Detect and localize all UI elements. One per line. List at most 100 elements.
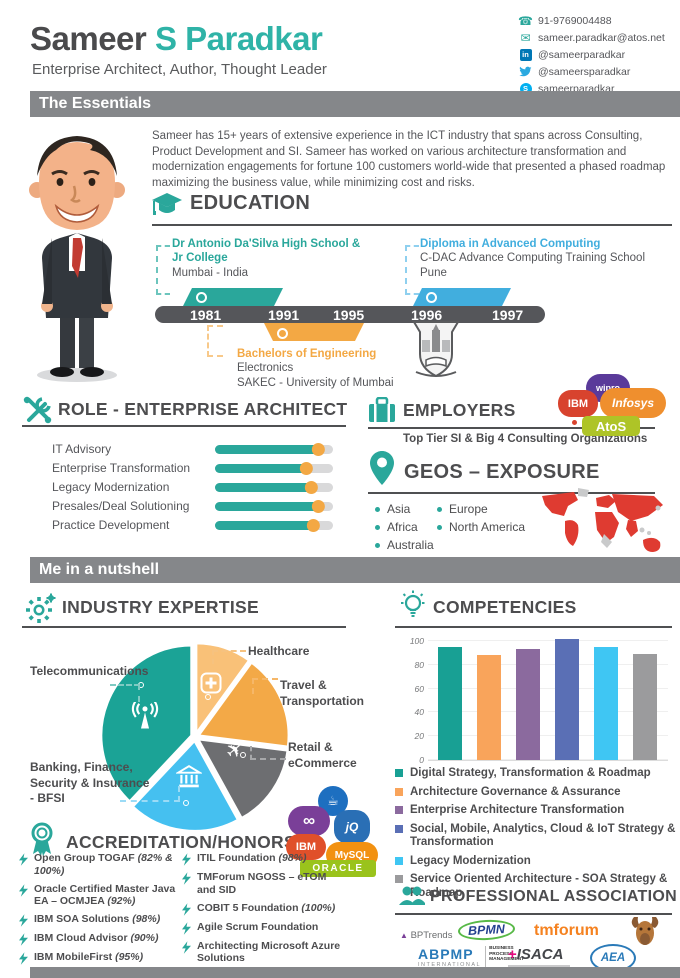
footer-bar [30,967,680,978]
competency-bar [516,649,540,760]
entry3-name: Bachelors of Engineering [237,348,377,360]
callout-travel [252,678,278,694]
logo-infosys: Infosys [600,388,666,418]
skill-slider[interactable] [215,461,333,475]
connector-entry2 [405,245,419,295]
accreditation-column-right: ITIL Foundation (98%) TMForum NGOSS – eT… [182,852,382,970]
logo-visual-studio: ∞ [288,806,330,836]
employers-title: EMPLOYERS [403,400,516,420]
slider-fill [215,445,319,454]
competencies-rule [395,626,672,628]
gear-icon [26,593,58,628]
skill-slider[interactable] [215,499,333,513]
skill-label: Practice Development [52,518,170,532]
skill-label: IT Advisory [52,442,112,456]
bullet-icon [437,506,442,512]
accreditation-item: Open Group TOGAF (82% & 100%) [19,852,181,878]
lightbulb-icon [398,590,428,627]
y-axis-tick: 100 [409,635,424,646]
skill-label: Enterprise Transformation [52,461,191,475]
pie-label-telecom: Telecommunications [30,664,149,678]
accreditation-column-left: Open Group TOGAF (82% & 100%) Oracle Cer… [19,852,181,970]
bolt-icon [182,872,191,885]
banner-me-in-a-nutshell: Me in a nutshell [30,557,680,583]
moose-emblem [628,914,662,953]
slider-fill [215,483,312,492]
entry2-school: C-DAC Advance Computing Training School [420,252,646,265]
slider-fill [215,464,308,473]
caricature-portrait [12,126,142,386]
accreditation-item: IBM Cloud Advisor (90%) [19,932,181,946]
contact-twitter[interactable]: @sameersparadkar [519,63,665,80]
logo-bptrends: ▲ BPTrends [400,930,453,941]
legend-swatch [395,769,403,777]
employers-subtitle: Top Tier SI & Big 4 Consulting Organizat… [403,433,648,445]
decorative-dot [572,420,577,425]
connector-entry1 [156,245,170,295]
competencies-title: COMPETENCIES [433,597,577,617]
twitter-handle[interactable]: @sameersparadkar [538,65,631,78]
job-title: Enterprise Architect, Author, Thought Le… [32,61,327,78]
logo-bpmn: BPMN [457,918,516,942]
timeline-year: 1996 [411,307,443,323]
phone-number: 91-9769004488 [538,14,612,27]
legend-item: Digital Strategy, Transformation & Roadm… [395,767,680,781]
skill-slider[interactable] [215,480,333,494]
geos-title: GEOS – EXPOSURE [404,461,600,483]
entry3-branch: Electronics [237,362,294,375]
competency-bar [555,638,579,760]
logo-ibm-tech: IBM [286,834,326,860]
legend-swatch [395,824,403,833]
entry2-name: Diploma in Advanced Computing [420,238,601,250]
skill-label: Legacy Modernization [52,480,170,494]
timeline-seg-diploma [413,288,511,306]
y-axis-tick: 20 [414,731,424,742]
email-icon: ✉ [520,30,531,45]
gridline [428,711,668,713]
slider-knob[interactable] [306,518,320,532]
timeline-year: 1995 [333,307,365,323]
y-axis-tick: 0 [419,755,424,765]
bolt-icon [182,853,191,866]
timeline-year: 1997 [492,307,524,323]
bullet-icon [375,524,380,530]
people-group-icon [398,884,426,913]
competency-bar [438,646,462,760]
pie-label-retail: Retail & eCommerce [288,740,357,770]
timeline-year: 1981 [190,307,222,323]
medal-icon [25,822,59,863]
briefcase-icon [368,396,396,429]
y-axis-tick: 40 [414,707,424,718]
pie-label-travel: Travel & Transportation [280,678,365,708]
skill-slider[interactable] [215,518,333,532]
slider-knob[interactable] [311,442,325,456]
logo-tmforum: tmforum [534,922,599,939]
pie-dot [205,694,211,700]
logo-isaca: +ISACA [508,946,570,968]
skill-slider[interactable] [215,442,333,456]
page-title: Sameer S Paradkar [30,20,323,58]
contact-email[interactable]: ✉ sameer.paradkar@atos.net [519,29,665,46]
graduation-cap-icon [150,190,184,223]
triangle-icon: ▲ [400,931,408,940]
legend-swatch [395,787,403,796]
timeline-bar [155,306,545,323]
bolt-icon [182,902,191,916]
education-entry-3: Bachelors of Engineering Electronics SAK… [237,347,447,390]
bullet-icon [375,506,380,512]
employer-logo-cloud: wipro IBM Infosys AtoS [558,374,670,440]
education-entry-1: Dr Antonio Da'Silva High School & Jr Col… [172,237,370,280]
slider-knob[interactable] [304,480,318,494]
email-address[interactable]: sameer.paradkar@atos.net [538,31,665,44]
legend-item: Enterprise Architecture Transformation [395,804,680,818]
contact-linkedin[interactable]: in @sameerparadkar [519,46,665,63]
slider-knob[interactable] [311,499,325,513]
linkedin-handle[interactable]: @sameerparadkar [538,48,626,61]
entry1-name: Dr Antonio Da'Silva High School & Jr Col… [172,238,361,265]
association-rule [395,913,672,915]
slider-knob[interactable] [299,461,313,475]
logo-jquery: jQ [334,810,370,844]
legend-item: Architecture Governance & Assurance [395,786,680,800]
accreditation-item: Architecting Microsoft Azure Solutions [182,940,382,966]
geo-region: North America [437,518,525,536]
